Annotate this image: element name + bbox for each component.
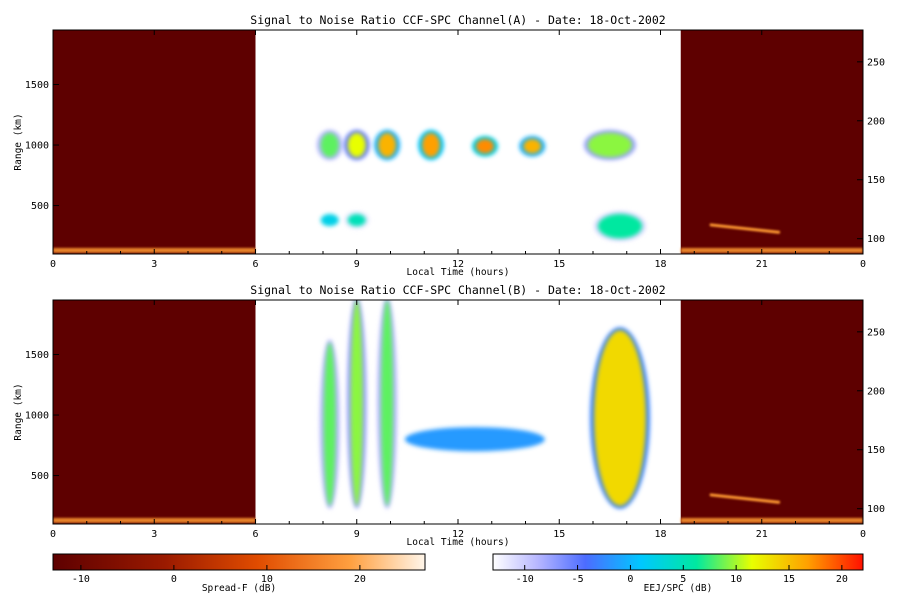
x-tick-label: 15 [553, 259, 565, 270]
colorbar-eej-spc-tick-label: 20 [836, 574, 848, 585]
colorbar-spread-f-tick-label: 0 [171, 574, 177, 585]
colorbar-eej-spc-tick-label: 5 [680, 574, 686, 585]
y2-tick-label: 250 [867, 327, 885, 338]
x-tick-label: 6 [252, 259, 258, 270]
panel-a-ylabel: Range (km) [13, 113, 24, 170]
x-tick-label: 12 [452, 259, 464, 270]
plot-body-a [53, 30, 863, 254]
colorbar-eej-spc-label: EEJ/SPC (dB) [644, 583, 713, 594]
x-tick-label: 0 [50, 529, 56, 540]
x-tick-label: 3 [151, 259, 157, 270]
echo-feature [347, 132, 366, 158]
colorbar-eej-spc-tick-label: -10 [516, 574, 534, 585]
x-tick-label: 12 [452, 529, 464, 540]
panel-channel-a: Signal to Noise Ratio CCF-SPC Channel(A)… [13, 13, 885, 278]
x-tick-label: 0 [50, 259, 56, 270]
night-slanted-echo [709, 493, 781, 504]
echo-feature [350, 300, 363, 506]
echo-feature [381, 300, 394, 506]
plot-area-b: 0 3 6 9 12 15 18 21 0 500 1000 1500 100 150 200 250 [25, 299, 885, 540]
y-tick-label: 500 [31, 471, 49, 482]
echo-feature [320, 214, 339, 227]
y-tick-label: 1500 [25, 80, 49, 91]
colorbar-eej-spc-gradient [492, 553, 864, 571]
echo-feature [404, 427, 545, 452]
y2-tick-label: 200 [867, 386, 885, 397]
colorbar-eej-spc-tick-label: 0 [627, 574, 633, 585]
y2-tick-label: 100 [867, 504, 885, 515]
echo-feature [523, 138, 542, 154]
y2-tick-label: 250 [867, 57, 885, 68]
panel-a-xlabel: Local Time (hours) [407, 267, 510, 278]
y2-tick-label: 150 [867, 445, 885, 456]
echo-feature [320, 132, 339, 158]
y-tick-label: 1000 [25, 141, 49, 152]
panel-b-xlabel: Local Time (hours) [407, 537, 510, 548]
x-tick-label: 0 [860, 259, 866, 270]
colorbar-eej-spc-tick-label: 10 [730, 574, 742, 585]
plot-area-a: 0 3 6 9 12 15 18 21 0 500 1000 1500 100 150 200 250 [25, 29, 885, 270]
panel-b-ylabel: Range (km) [13, 383, 24, 440]
colorbar-spread-f-tick-label: 20 [354, 574, 366, 585]
x-tick-label: 15 [553, 529, 565, 540]
colorbar-spread-f-tick-label: -10 [72, 574, 90, 585]
echo-feature [323, 342, 336, 506]
x-tick-label: 21 [756, 529, 768, 540]
colorbar-spread-f: -10 0 10 20 Spread-F (dB) [52, 553, 426, 594]
y-tick-label: 1000 [25, 411, 49, 422]
x-tick-label: 9 [354, 529, 360, 540]
echo-feature [347, 214, 366, 227]
night-segment [53, 300, 256, 524]
panel-channel-b: Signal to Noise Ratio CCF-SPC Channel(B)… [13, 283, 885, 548]
night-segment [53, 30, 256, 254]
colorbar-spread-f-gradient [52, 553, 426, 571]
colorbar-eej-spc: -10 -5 0 5 10 15 20 EEJ/SPC (dB) [492, 553, 864, 594]
y2-tick-label: 150 [867, 175, 885, 186]
x-tick-label: 6 [252, 529, 258, 540]
echo-feature [378, 132, 397, 158]
night-segment [680, 300, 863, 524]
x-tick-label: 9 [354, 259, 360, 270]
night-segment [680, 30, 863, 254]
colorbar-eej-spc-tick-label: -5 [572, 574, 584, 585]
y2-tick-label: 200 [867, 116, 885, 127]
night-slanted-echo [709, 223, 781, 234]
night-layer-echo [680, 247, 863, 253]
colorbar-spread-f-tick-label: 10 [261, 574, 273, 585]
y-tick-label: 1500 [25, 350, 49, 361]
colorbar-eej-spc-tick-label: 15 [783, 574, 795, 585]
y-tick-label: 500 [31, 201, 49, 212]
x-tick-label: 21 [756, 259, 768, 270]
x-tick-label: 18 [654, 259, 666, 270]
panel-b-title: Signal to Noise Ratio CCF-SPC Channel(B)… [250, 283, 665, 297]
y2-tick-label: 100 [867, 234, 885, 245]
x-tick-label: 3 [151, 529, 157, 540]
echo-feature [587, 132, 632, 158]
plot-body-b [53, 300, 863, 524]
colorbar-spread-f-label: Spread-F (dB) [202, 583, 276, 594]
x-tick-label: 18 [654, 529, 666, 540]
panel-a-title: Signal to Noise Ratio CCF-SPC Channel(A)… [250, 13, 665, 27]
echo-feature [594, 330, 646, 506]
night-layer-echo [680, 517, 863, 523]
x-tick-label: 0 [860, 529, 866, 540]
echo-feature [422, 132, 440, 158]
echo-feature [598, 214, 642, 239]
echo-feature [476, 138, 494, 154]
